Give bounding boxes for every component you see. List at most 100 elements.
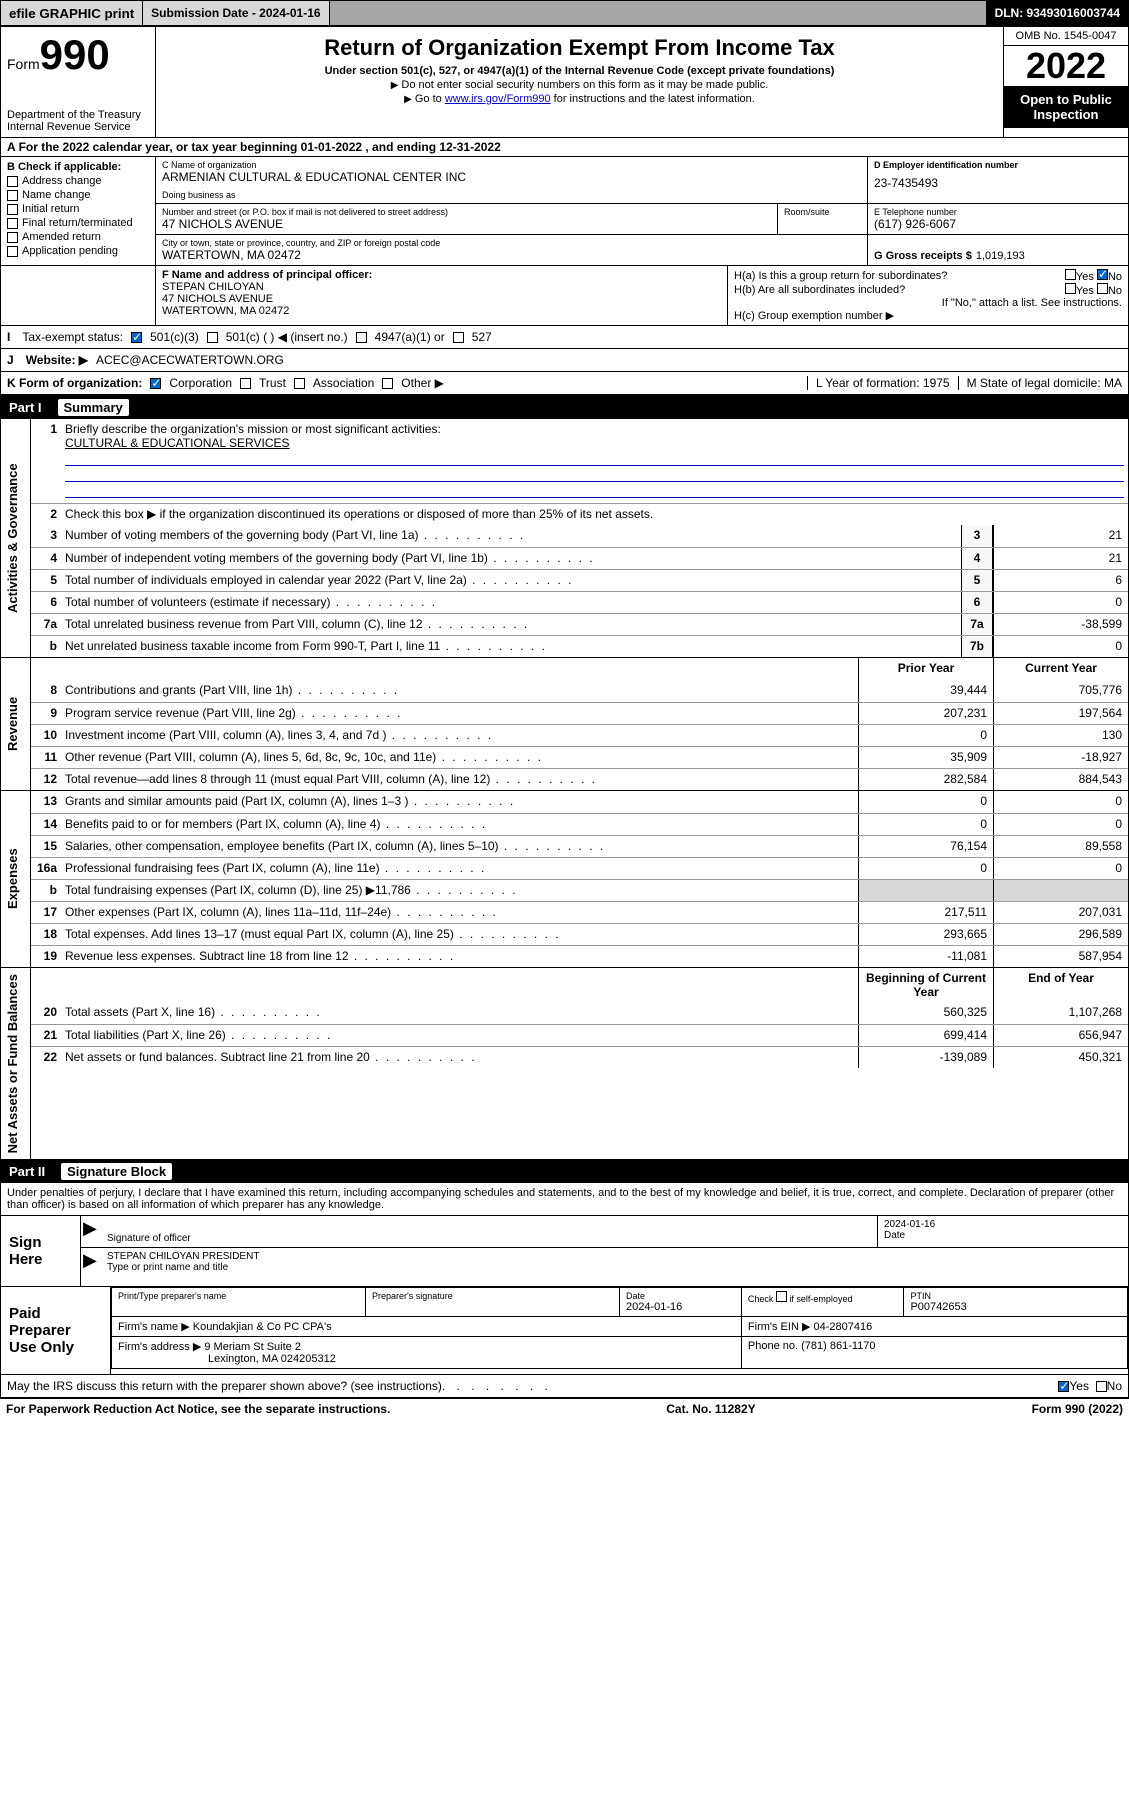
tax-exempt-label: Tax-exempt status:: [22, 330, 123, 344]
current-value: 587,954: [993, 946, 1128, 967]
line-desc: Number of voting members of the governin…: [61, 525, 961, 547]
colb-checkbox[interactable]: [7, 246, 18, 257]
part1-title: Summary: [58, 399, 129, 416]
row-a-tax-year: A For the 2022 calendar year, or tax yea…: [1, 138, 1128, 157]
corp-checkbox[interactable]: [150, 378, 161, 389]
website-label: Website: ▶: [26, 353, 88, 367]
colb-checkbox[interactable]: [7, 190, 18, 201]
sign-here-row: Sign Here ▶ Signature of officer 2024-01…: [1, 1215, 1128, 1286]
subtitle-1: Under section 501(c), 527, or 4947(a)(1)…: [162, 65, 997, 77]
part-1-header: Part I Summary: [1, 396, 1128, 419]
dba-label: Doing business as: [162, 190, 861, 200]
mission-value: CULTURAL & EDUCATIONAL SERVICES: [65, 436, 290, 450]
omb-number: OMB No. 1545-0047: [1004, 27, 1128, 46]
governance-body: 1 Briefly describe the organization's mi…: [31, 419, 1128, 657]
line-desc: Net assets or fund balances. Subtract li…: [61, 1047, 858, 1068]
current-value: -18,927: [993, 747, 1128, 768]
irs-link[interactable]: www.irs.gov/Form990: [445, 93, 551, 105]
current-value: 130: [993, 725, 1128, 746]
line-desc: Total fundraising expenses (Part IX, col…: [61, 880, 858, 901]
line-desc: Benefits paid to or for members (Part IX…: [61, 814, 858, 835]
ptin-value: P00742653: [910, 1301, 1121, 1313]
ptin-hdr: PTIN: [910, 1291, 1121, 1301]
mission-line3: [65, 484, 1124, 498]
opt-501c: 501(c) ( ) ◀ (insert no.): [226, 330, 348, 344]
hb-yes-label: Yes: [1076, 285, 1094, 297]
prior-year-hdr: Prior Year: [858, 658, 993, 680]
527-checkbox[interactable]: [453, 332, 464, 343]
form-number: Form990: [7, 31, 149, 79]
current-value: 1,107,268: [993, 1002, 1128, 1024]
line-desc: Salaries, other compensation, employee b…: [61, 836, 858, 857]
line-num: 16a: [31, 858, 61, 879]
4947-checkbox[interactable]: [356, 332, 367, 343]
officer-label: F Name and address of principal officer:: [162, 269, 721, 281]
line-num: 3: [31, 525, 61, 547]
hb-yes-checkbox[interactable]: [1065, 283, 1076, 294]
form-990-number: 990: [40, 31, 110, 78]
line-num: 8: [31, 680, 61, 702]
line-value: -38,599: [993, 614, 1128, 635]
end-year-hdr: End of Year: [993, 968, 1128, 1002]
prior-value: 0: [858, 814, 993, 835]
line-num: 12: [31, 769, 61, 790]
signature-block: Under penalties of perjury, I declare th…: [1, 1183, 1128, 1397]
line-desc: Professional fundraising fees (Part IX, …: [61, 858, 858, 879]
line-desc: Total number of volunteers (estimate if …: [61, 592, 961, 613]
colb-checkbox[interactable]: [7, 218, 18, 229]
current-value: 0: [993, 858, 1128, 879]
line-desc: Program service revenue (Part VIII, line…: [61, 703, 858, 724]
expenses-section: Expenses 13 Grants and similar amounts p…: [1, 791, 1128, 968]
officer-print-name: STEPAN CHILOYAN PRESIDENT: [107, 1251, 1122, 1262]
col-b-header: B Check if applicable:: [7, 161, 149, 173]
efile-print-button[interactable]: efile GRAPHIC print: [1, 1, 143, 25]
colb-checkbox[interactable]: [7, 204, 18, 215]
opt-assoc: Association: [313, 376, 374, 390]
self-employed-checkbox[interactable]: [776, 1291, 787, 1302]
ha-label: H(a) Is this a group return for subordin…: [734, 270, 947, 282]
line-desc: Total assets (Part X, line 16): [61, 1002, 858, 1024]
501c3-checkbox[interactable]: [131, 332, 142, 343]
officer-addr1: 47 NICHOLS AVENUE: [162, 293, 721, 305]
ein-value: 23-7435493: [874, 176, 1122, 190]
line-boxnum: 4: [961, 548, 993, 569]
col-b-spacer: [1, 266, 156, 325]
part2-num: Part II: [9, 1164, 45, 1179]
netassets-section: Net Assets or Fund Balances Beginning of…: [1, 968, 1128, 1160]
prior-value: -11,081: [858, 946, 993, 967]
subtitle-2: Do not enter social security numbers on …: [162, 79, 997, 91]
irs-yes-checkbox[interactable]: [1058, 1381, 1069, 1392]
line-num: 4: [31, 548, 61, 569]
irs-no-checkbox[interactable]: [1096, 1381, 1107, 1392]
line-num: 11: [31, 747, 61, 768]
hb-no-checkbox[interactable]: [1097, 283, 1108, 294]
org-name: ARMENIAN CULTURAL & EDUCATIONAL CENTER I…: [162, 170, 861, 184]
sign-date: 2024-01-16: [884, 1219, 1122, 1230]
line-num: 9: [31, 703, 61, 724]
line-desc: Total expenses. Add lines 13–17 (must eq…: [61, 924, 858, 945]
colb-checkbox[interactable]: [7, 176, 18, 187]
subtitle-3: Go to www.irs.gov/Form990 for instructio…: [162, 93, 997, 105]
colb-item-label: Initial return: [22, 203, 79, 215]
hb-no-label: No: [1108, 285, 1122, 297]
line-desc: Number of independent voting members of …: [61, 548, 961, 569]
tax-year: 2022: [1004, 46, 1128, 86]
prep-date: 2024-01-16: [626, 1301, 735, 1313]
ha-yes-checkbox[interactable]: [1065, 269, 1076, 280]
line-boxnum: 5: [961, 570, 993, 591]
website-value: ACEC@ACECWATERTOWN.ORG: [96, 353, 284, 367]
prior-value: 0: [858, 725, 993, 746]
prior-value: -139,089: [858, 1047, 993, 1068]
firm-phone-label: Phone no.: [748, 1340, 798, 1352]
foot-right: Form 990 (2022): [1032, 1402, 1123, 1416]
colb-checkbox[interactable]: [7, 232, 18, 243]
netassets-tab: Net Assets or Fund Balances: [1, 968, 31, 1159]
501c-checkbox[interactable]: [207, 332, 218, 343]
assoc-checkbox[interactable]: [294, 378, 305, 389]
part2-title: Signature Block: [61, 1163, 172, 1180]
ha-no-checkbox[interactable]: [1097, 269, 1108, 280]
officer-sig-label: Signature of officer: [107, 1233, 871, 1244]
year-formation: L Year of formation: 1975: [807, 376, 950, 390]
trust-checkbox[interactable]: [240, 378, 251, 389]
other-checkbox[interactable]: [382, 378, 393, 389]
